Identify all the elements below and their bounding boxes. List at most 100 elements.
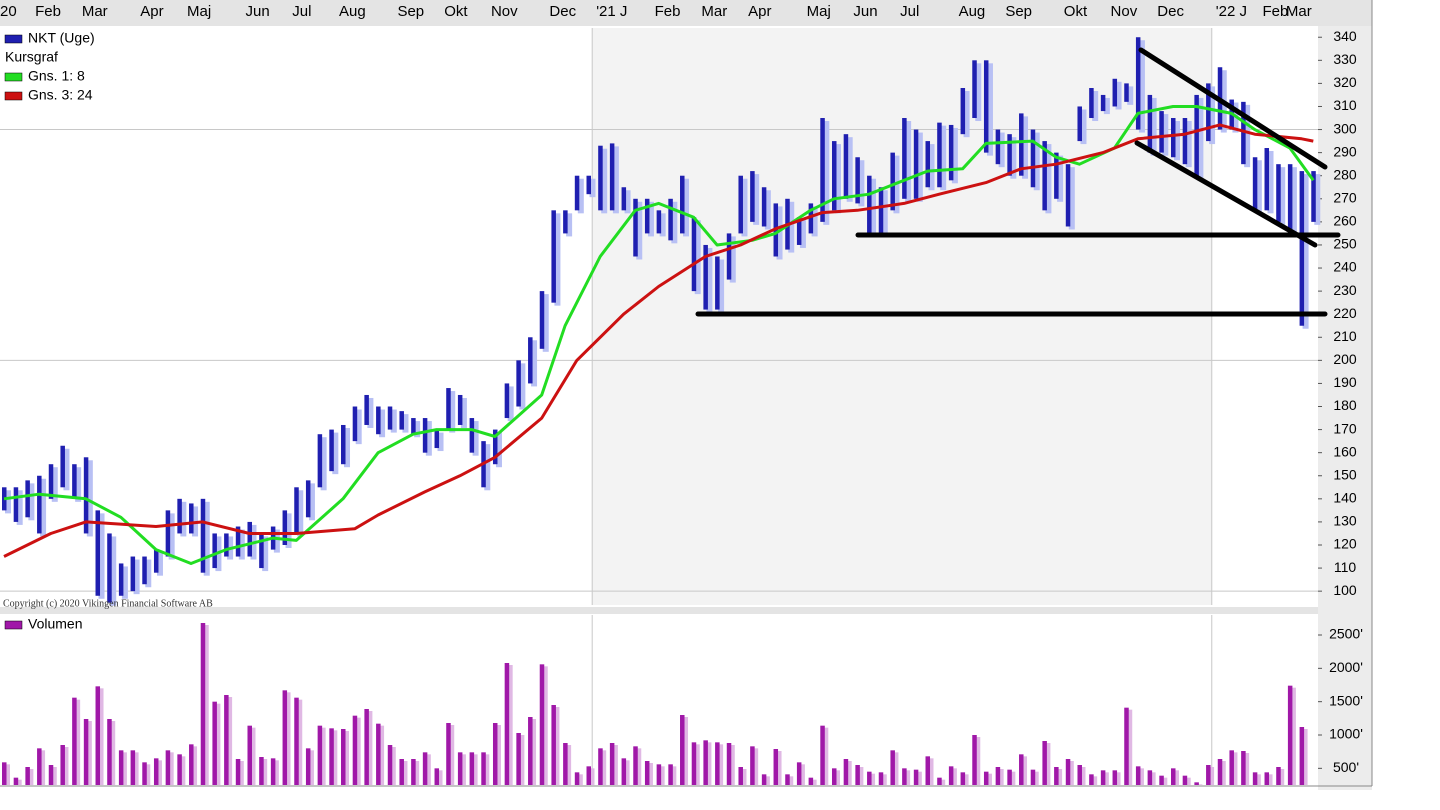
- y-tick-label: 330: [1333, 51, 1357, 67]
- x-tick-label: Feb: [655, 3, 681, 20]
- volume-bar: [680, 715, 685, 785]
- bar-shadow: [367, 397, 374, 428]
- bar-shadow: [1103, 97, 1110, 115]
- volume-bar: [925, 756, 931, 785]
- bar-shadow: [262, 536, 269, 572]
- volume-bar: [1194, 782, 1199, 785]
- price-bar: [831, 141, 837, 211]
- volume-shadow: [1302, 729, 1308, 785]
- y-tick-label: 150: [1333, 466, 1357, 482]
- volume-bar: [387, 745, 393, 785]
- price-bar: [1159, 111, 1164, 153]
- bar-shadow: [121, 566, 128, 599]
- volume-bar: [118, 750, 124, 785]
- legend-label: Volumen: [28, 616, 82, 632]
- legend-label: Gns. 1: 8: [28, 68, 85, 84]
- price-bar: [972, 60, 977, 119]
- bar-shadow: [601, 148, 608, 214]
- bar-shadow: [1302, 174, 1309, 329]
- volume-shadow: [951, 768, 957, 785]
- bar-shadow: [308, 483, 315, 521]
- volume-bar: [761, 774, 767, 785]
- volume-bar: [691, 742, 697, 785]
- volume-shadow: [589, 768, 595, 785]
- volume-bar: [142, 762, 147, 785]
- volume-bar: [1089, 774, 1094, 785]
- volume-bar: [235, 759, 241, 785]
- x-tick-label: Mar: [1286, 3, 1312, 20]
- volume-shadow: [1255, 774, 1261, 785]
- volume-shadow: [250, 727, 256, 785]
- volume-bar: [668, 764, 673, 785]
- y-tick-label: 1000': [1329, 726, 1363, 742]
- volume-shadow: [192, 746, 198, 785]
- bar-shadow: [986, 63, 993, 156]
- volume-bar: [609, 743, 615, 785]
- volume-shadow: [624, 760, 630, 785]
- bar-shadow: [788, 201, 795, 253]
- volume-shadow: [1150, 772, 1156, 785]
- volume-shadow: [729, 745, 735, 785]
- bar-shadow: [718, 259, 725, 313]
- bar-shadow: [1068, 167, 1075, 230]
- price-bar: [913, 129, 919, 199]
- price-bar: [165, 510, 171, 557]
- price-bar: [457, 394, 463, 425]
- volume-bar: [1007, 769, 1012, 785]
- x-tick-label: Nov: [491, 3, 518, 20]
- bar-shadow: [297, 490, 304, 537]
- price-bar: [843, 134, 849, 199]
- price-bar: [1100, 94, 1106, 112]
- volume-bar: [177, 754, 182, 785]
- bar-shadow: [145, 559, 152, 588]
- volume-bar: [422, 752, 428, 785]
- price-bar: [1194, 94, 1199, 176]
- volume-bar: [913, 769, 919, 785]
- price-bar: [528, 337, 533, 384]
- price-bar: [902, 118, 907, 199]
- bar-shadow: [344, 427, 351, 468]
- volume-bar: [200, 623, 206, 785]
- legend-swatch: [4, 34, 23, 44]
- volume-shadow: [612, 745, 618, 785]
- price-bar: [878, 187, 884, 234]
- volume-bar: [1299, 727, 1305, 785]
- volume-shadow: [776, 751, 782, 785]
- bar-shadow: [16, 490, 23, 525]
- volume-shadow: [86, 721, 92, 785]
- bar-shadow: [1279, 167, 1286, 225]
- price-bar: [808, 203, 814, 234]
- volume-bar: [960, 772, 966, 785]
- y-tick-label: 270: [1333, 189, 1357, 205]
- volume-bar: [937, 777, 942, 785]
- volume-bar: [72, 697, 77, 785]
- price-bar: [621, 187, 627, 211]
- price-bar: [1112, 78, 1118, 107]
- value-axis-band: [1318, 26, 1372, 790]
- trend-lines: [695, 47, 1341, 317]
- volume-bar: [247, 725, 252, 785]
- volume-bar: [282, 690, 288, 785]
- bar-shadow: [858, 160, 865, 207]
- bar-shadow: [180, 501, 187, 537]
- bar-shadow: [1174, 121, 1180, 161]
- volume-bar: [902, 768, 907, 785]
- volume-bar: [773, 749, 779, 785]
- x-tick-label: Jul: [900, 3, 919, 20]
- bar-shadow: [414, 421, 421, 438]
- volume-shadow: [297, 699, 303, 785]
- price-bar: [563, 210, 568, 234]
- volume-shadow: [706, 742, 712, 785]
- bar-shadow: [706, 247, 713, 313]
- volume-bar: [364, 709, 369, 785]
- volume-shadow: [203, 625, 209, 785]
- volume-bar: [411, 759, 416, 785]
- y-tick-label: 210: [1333, 328, 1357, 344]
- volume-bar: [37, 748, 42, 785]
- volume-shadow: [577, 774, 583, 785]
- volume-shadow: [75, 699, 81, 785]
- volume-shadow: [916, 771, 922, 785]
- x-tick-label: Apr: [140, 3, 163, 20]
- bar-shadow: [460, 397, 467, 428]
- x-tick-label: Jul: [292, 3, 311, 20]
